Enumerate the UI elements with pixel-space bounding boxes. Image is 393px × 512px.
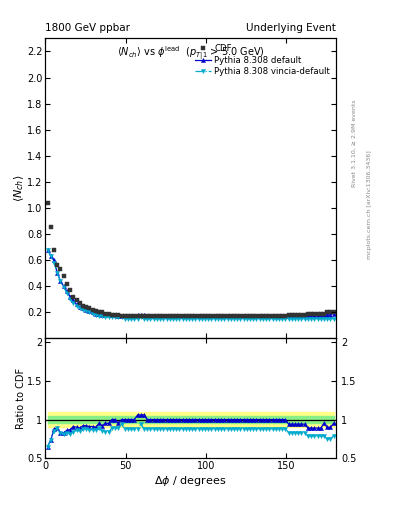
Line: Pythia 8.308 default: Pythia 8.308 default (46, 247, 336, 318)
CDF (293, 312, 298, 318)
CDF (321, 310, 326, 316)
X-axis label: $\Delta\phi$ / degrees: $\Delta\phi$ / degrees (154, 474, 227, 488)
Text: Rivet 3.1.10, ≥ 2.9M events: Rivet 3.1.10, ≥ 2.9M events (352, 99, 357, 187)
Pythia 8.308 default (321, 312, 326, 318)
Pythia 8.308 vincia-default (248, 316, 252, 322)
Pythia 8.308 default (293, 313, 298, 319)
Y-axis label: Ratio to CDF: Ratio to CDF (16, 368, 26, 429)
CDF (84, 304, 88, 310)
Pythia 8.308 vincia-default (321, 316, 326, 322)
Pythia 8.308 vincia-default (286, 316, 291, 322)
Pythia 8.308 vincia-default (135, 316, 140, 322)
Pythia 8.308 vincia-default (122, 316, 127, 322)
CDF (286, 312, 291, 318)
Pythia 8.308 default (248, 313, 252, 319)
CDF (331, 309, 336, 315)
Line: Pythia 8.308 vincia-default: Pythia 8.308 vincia-default (46, 247, 336, 321)
Pythia 8.308 vincia-default (293, 316, 298, 322)
Text: mcplots.cern.ch [arXiv:1306.3436]: mcplots.cern.ch [arXiv:1306.3436] (367, 151, 373, 259)
Pythia 8.308 default (286, 313, 291, 319)
Pythia 8.308 default (45, 247, 50, 253)
Pythia 8.308 default (116, 313, 121, 319)
Text: 1800 GeV ppbar: 1800 GeV ppbar (45, 23, 130, 33)
Pythia 8.308 vincia-default (84, 308, 88, 314)
Text: Underlying Event: Underlying Event (246, 23, 336, 33)
CDF (119, 313, 124, 319)
Pythia 8.308 default (135, 312, 140, 318)
Pythia 8.308 vincia-default (45, 247, 50, 253)
Text: $\langle N_{ch} \rangle$ vs $\phi^{\rm lead}$  ($p_{T|1}$ > 5.0 GeV): $\langle N_{ch} \rangle$ vs $\phi^{\rm l… (117, 45, 264, 62)
Y-axis label: $\langle N_{ch} \rangle$: $\langle N_{ch} \rangle$ (12, 175, 26, 202)
Pythia 8.308 vincia-default (331, 316, 336, 322)
Legend: CDF, Pythia 8.308 default, Pythia 8.308 vincia-default: CDF, Pythia 8.308 default, Pythia 8.308 … (193, 42, 332, 77)
CDF (45, 200, 50, 206)
CDF (248, 313, 252, 319)
Pythia 8.308 default (331, 310, 336, 316)
Line: CDF: CDF (45, 200, 336, 318)
Pythia 8.308 default (84, 307, 88, 313)
CDF (135, 313, 140, 319)
